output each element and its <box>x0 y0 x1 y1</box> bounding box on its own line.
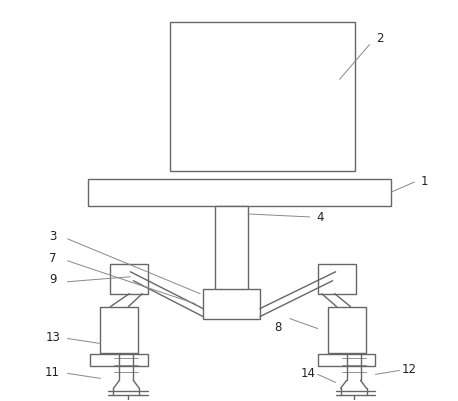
Text: 13: 13 <box>45 330 60 343</box>
Text: 4: 4 <box>316 211 323 224</box>
Text: 9: 9 <box>49 273 56 286</box>
Bar <box>318 354 376 367</box>
Text: 7: 7 <box>49 252 56 265</box>
Text: 2: 2 <box>376 32 383 45</box>
Text: 1: 1 <box>420 174 428 187</box>
Bar <box>110 264 148 294</box>
Bar <box>88 180 392 207</box>
Bar <box>318 264 355 294</box>
Bar <box>100 307 138 354</box>
Text: 12: 12 <box>402 362 417 375</box>
Text: 8: 8 <box>274 320 282 333</box>
Text: 14: 14 <box>300 366 315 379</box>
Text: 3: 3 <box>49 230 56 243</box>
Bar <box>170 22 354 172</box>
Bar <box>203 289 260 319</box>
Bar <box>327 307 365 354</box>
Bar <box>215 207 248 294</box>
Text: 11: 11 <box>45 365 60 378</box>
Bar <box>91 354 148 367</box>
